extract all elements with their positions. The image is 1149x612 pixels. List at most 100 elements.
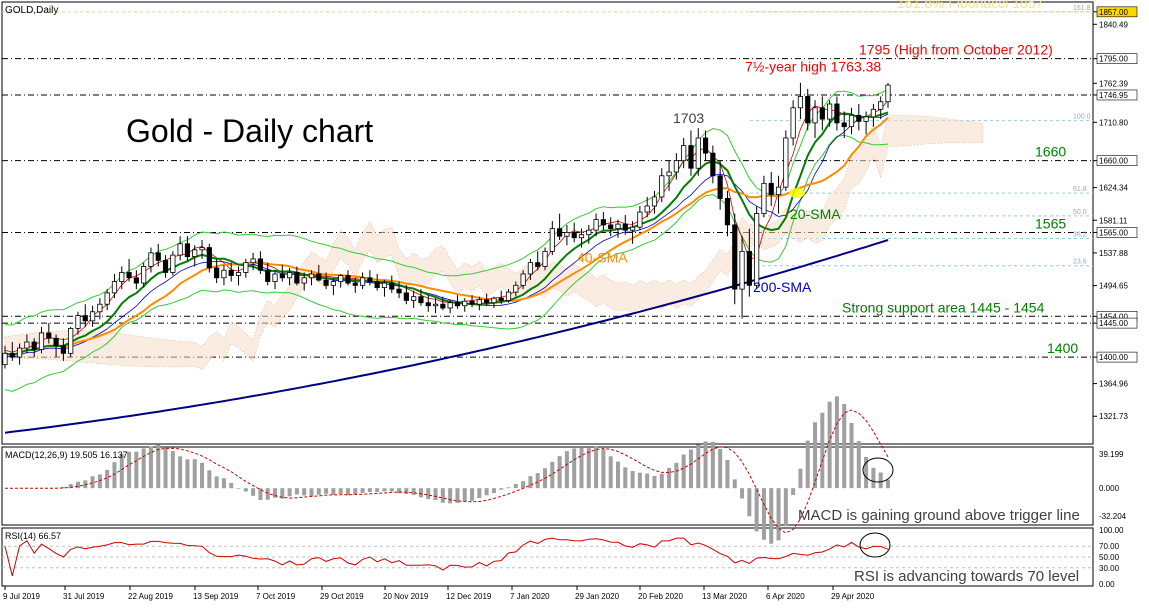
- candle-body-1: [9, 352, 15, 358]
- candle-body-82: [600, 219, 606, 226]
- y-tick-label-4: 1710.80: [1099, 118, 1128, 127]
- candle-body-5: [38, 332, 45, 350]
- candle-body-110: [805, 96, 811, 124]
- candle-body-9: [68, 327, 74, 354]
- candle-body-51: [374, 281, 380, 288]
- candle-body-13: [97, 303, 103, 313]
- candle-body-21: [155, 252, 161, 261]
- macd-signal-line: [5, 409, 889, 534]
- candle-body-57: [418, 296, 424, 304]
- y-tick-label-1: 1795.00: [1099, 55, 1128, 64]
- price-panel: [1, 1, 1094, 445]
- rsi-tick-0: 100.00: [1099, 526, 1124, 535]
- candle-body-84: [615, 223, 621, 230]
- candle-body-29: [214, 267, 220, 279]
- candle-body-32: [235, 272, 242, 276]
- candle-body-85: [622, 223, 628, 231]
- candle-body-68: [498, 297, 504, 301]
- candle-body-112: [819, 107, 825, 120]
- y-tick-label-15: 1321.73: [1099, 412, 1128, 421]
- fib-label-1: 100.0: [1073, 114, 1091, 121]
- rsi-tick-2: 50.00: [1099, 553, 1120, 562]
- candle-body-100: [732, 224, 738, 290]
- candle-body-53: [389, 282, 395, 290]
- candle-body-20: [148, 252, 154, 267]
- x-tick-label-2: 22 Aug 2019: [128, 592, 173, 601]
- candle-body-64: [469, 300, 475, 305]
- candle-body-78: [571, 232, 577, 239]
- y-tick-label-6: 1624.34: [1099, 184, 1128, 193]
- annotation-3: 40-SMA: [577, 250, 628, 266]
- x-tick-label-0: 9 Jul 2019: [3, 592, 40, 601]
- candle-body-15: [111, 281, 118, 294]
- macd-tick-0: 39.199: [1099, 450, 1124, 459]
- macd-note: MACD is gaining ground above trigger lin…: [798, 507, 1080, 524]
- candle-body-86: [629, 226, 636, 231]
- candle-body-3: [24, 341, 30, 349]
- candle-body-60: [440, 303, 446, 309]
- candle-body-35: [257, 258, 264, 271]
- candle-body-10: [75, 315, 81, 329]
- y-tick-label-0: 1840.49: [1099, 20, 1128, 29]
- y-tick-label-10: 1494.65: [1099, 282, 1128, 291]
- candle-body-81: [593, 219, 599, 231]
- candle-body-114: [834, 103, 840, 124]
- candle-body-73: [535, 262, 541, 267]
- candle-body-52: [381, 282, 388, 289]
- candle-body-88: [644, 205, 650, 213]
- y-tick-box-12: [1096, 317, 1138, 329]
- x-tick-label-1: 31 Jul 2019: [63, 592, 105, 601]
- rsi-tick-4: 0.00: [1099, 580, 1115, 589]
- x-tick-label-12: 6 Apr 2020: [766, 592, 805, 601]
- candle-body-50: [367, 277, 373, 282]
- candle-body-48: [352, 282, 358, 286]
- candle-body-36: [265, 269, 271, 282]
- candle-body-117: [856, 114, 862, 122]
- macd-panel: [1, 446, 1094, 526]
- candle-body-24: [177, 243, 183, 256]
- candle-body-80: [586, 229, 592, 236]
- candle-body-31: [228, 269, 234, 276]
- y-tick-box-16: [1096, 6, 1138, 18]
- candle-body-98: [717, 175, 723, 199]
- x-tick-label-13: 29 Apr 2020: [831, 592, 875, 601]
- candle-body-26: [192, 249, 198, 258]
- y-tick-label-9: 1537.88: [1099, 249, 1128, 258]
- candle-body-34: [250, 258, 256, 264]
- rsi-tick-3: 30.00: [1099, 564, 1120, 573]
- fib-label-4: 38.2: [1073, 231, 1087, 238]
- candle-body-67: [491, 297, 497, 304]
- candle-body-116: [848, 114, 855, 128]
- candle-body-63: [462, 300, 468, 307]
- rsi-label: RSI(14) 66.57: [5, 531, 61, 541]
- candle-body-41: [301, 277, 307, 284]
- candle-body-75: [549, 228, 555, 252]
- candle-body-65: [476, 299, 482, 305]
- candle-body-59: [432, 303, 439, 307]
- candle-body-113: [827, 103, 833, 120]
- candle-body-49: [359, 277, 366, 286]
- y-tick-box-3: [1096, 89, 1138, 101]
- rsi-note: RSI is advancing towards 70 level: [854, 568, 1079, 585]
- y-tick-box-8: [1096, 227, 1138, 238]
- x-tick-label-3: 13 Sep 2019: [193, 592, 239, 601]
- candle-body-79: [578, 234, 585, 239]
- y-tick-box-1: [1096, 53, 1138, 64]
- candle-body-95: [695, 137, 701, 169]
- candle-body-111: [812, 107, 818, 124]
- x-tick-label-4: 7 Oct 2019: [256, 592, 296, 601]
- candle-body-119: [870, 108, 876, 118]
- candle-body-18: [133, 277, 139, 284]
- candle-body-115: [841, 122, 847, 128]
- candle-body-8: [60, 345, 66, 354]
- candle-body-45: [330, 281, 336, 286]
- sma-20-line: [4, 111, 889, 357]
- candle-body-104: [761, 182, 767, 214]
- sma-40-line: [4, 116, 889, 357]
- key-level-label-7: 1400: [1047, 340, 1078, 356]
- candle-body-91: [666, 171, 672, 177]
- candle-body-92: [673, 160, 679, 173]
- x-tick-label-11: 13 Mar 2020: [702, 592, 747, 601]
- annotation-2: 20-SMA: [790, 206, 841, 222]
